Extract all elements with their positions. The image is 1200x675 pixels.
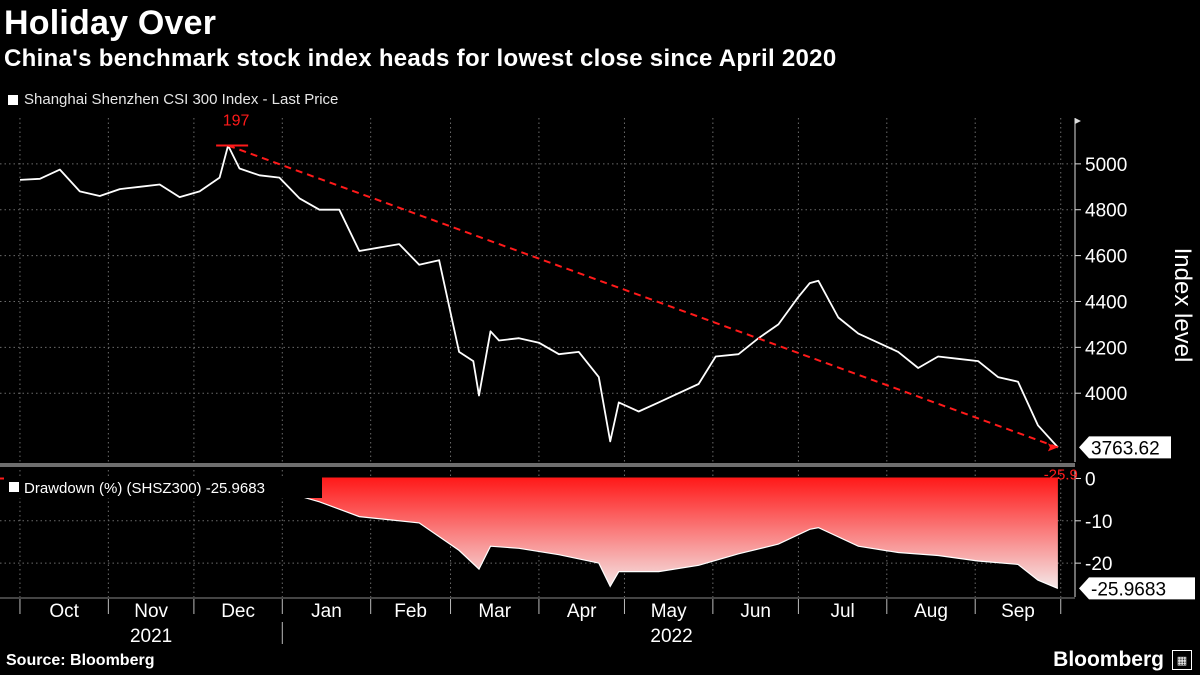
drawdown-area: [19, 478, 1058, 589]
terminal-icon: ▦: [1172, 650, 1192, 670]
x-tick-label: Mar: [478, 601, 511, 622]
trend-line: [227, 144, 1059, 449]
last-value-label: 3763.62: [1091, 438, 1160, 459]
x-tick-label: Apr: [567, 601, 597, 622]
panel-separator: [0, 463, 1075, 467]
y-tick-label: 4600: [1085, 247, 1127, 268]
y-tick-label: 0: [1085, 469, 1096, 490]
brand-logo: Bloomberg ▦: [1053, 648, 1192, 672]
last-value-label: -25.9683: [1091, 579, 1166, 600]
chart-title: Holiday Over: [4, 4, 217, 42]
y-tick-label: -10: [1085, 512, 1112, 533]
y-tick-label: 4400: [1085, 292, 1127, 313]
price-legend-label: Shanghai Shenzhen CSI 300 Index - Last P…: [24, 91, 339, 108]
drawdown-legend-box: [4, 476, 322, 498]
legend-swatch: [8, 94, 18, 105]
legend-swatch: [9, 482, 19, 492]
x-tick-label: Aug: [914, 601, 948, 622]
y-axis-arrow: [1075, 118, 1081, 124]
y-axis-title: Index level: [1169, 248, 1196, 363]
days-annotation: 197: [223, 113, 250, 130]
x-tick-label: Feb: [394, 601, 427, 622]
chart-subtitle: China's benchmark stock index heads for …: [4, 45, 837, 72]
price-legend: Shanghai Shenzhen CSI 300 Index - Last P…: [8, 91, 338, 108]
last-value-tag: [1079, 436, 1171, 459]
brand-label: Bloomberg: [1053, 648, 1164, 671]
drawdown-legend-label: Drawdown (%) (SHSZ300) -25.9683: [24, 480, 265, 497]
y-tick-label: -20: [1085, 554, 1112, 575]
y-tick-label: 5000: [1085, 155, 1127, 176]
trend-arrowhead: [1047, 443, 1058, 452]
x-tick-label: Oct: [49, 601, 79, 622]
x-tick-label: Nov: [134, 601, 168, 622]
x-tick-label: Jul: [830, 601, 854, 622]
x-tick-label: Sep: [1001, 601, 1035, 622]
pct-annotation: -25.9: [1044, 466, 1078, 483]
x-tick-label: Dec: [221, 601, 255, 622]
y-tick-label: 4200: [1085, 338, 1127, 359]
x-tick-label: Jan: [311, 601, 342, 622]
year-label: 2021: [130, 626, 172, 647]
price-line: [19, 144, 1059, 449]
y-tick-label: 4800: [1085, 201, 1127, 222]
y-tick-label: 4000: [1085, 384, 1127, 405]
year-label: 2022: [650, 626, 692, 647]
x-tick-label: May: [651, 601, 687, 622]
x-tick-label: Jun: [740, 601, 771, 622]
last-value-tag: [1079, 577, 1195, 600]
source-note: Source: Bloomberg: [6, 652, 155, 669]
